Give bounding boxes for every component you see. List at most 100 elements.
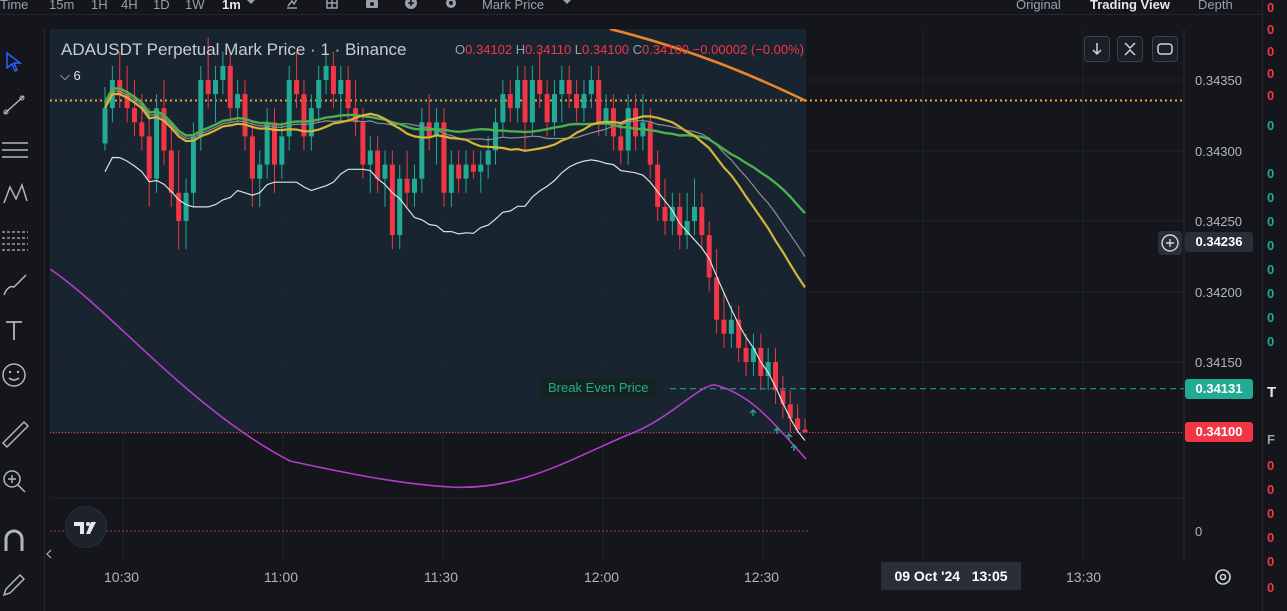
candle-body (691, 206, 697, 221)
crosshair-price-label: 0.34236 (1185, 232, 1253, 252)
top-toolbar: Time 15m 1H 4H 1D 1W 1m Mark Price Origi… (0, 0, 1287, 15)
price-tick: 0.34300 (1195, 144, 1242, 159)
candle-body (213, 80, 219, 95)
order-book-value: 0 (1267, 310, 1275, 325)
candle-body (662, 206, 668, 221)
price-type-select[interactable]: Mark Price (482, 0, 545, 12)
order-book-value: 0 (1267, 44, 1275, 59)
chart-legend-title[interactable]: ADAUSDT Perpetual Mark Price · 1 · Binan… (61, 40, 407, 59)
text-icon[interactable] (0, 315, 30, 345)
candle-body (574, 94, 580, 109)
candle-body (736, 319, 742, 348)
open-value: 0.34102 (465, 42, 513, 57)
pencil-lock-icon[interactable] (0, 569, 30, 599)
interval-active[interactable]: 1m (222, 0, 241, 12)
order-book-value: 0 (1267, 262, 1275, 277)
candle-body (633, 108, 639, 137)
collapse-icon (1124, 42, 1136, 56)
candle-body (176, 192, 182, 221)
last-price-label: 0.34100 (1185, 422, 1253, 442)
candle-body (286, 80, 292, 137)
chevron-down-icon[interactable] (560, 0, 574, 10)
time-tick: 13:30 (1066, 569, 1102, 585)
candle-body (279, 136, 285, 165)
candle-body (102, 108, 108, 144)
fullscreen-button[interactable] (1152, 36, 1178, 62)
candle-body (463, 164, 469, 179)
order-book-value: 0 (1267, 530, 1275, 545)
indicator-icon[interactable] (285, 0, 299, 10)
candle-body (235, 94, 241, 109)
candle-body (618, 136, 624, 151)
candle-body (559, 80, 565, 95)
price-tick: 0.34350 (1195, 73, 1242, 88)
order-book-value: 0 (1267, 506, 1275, 521)
time-label[interactable]: Time (0, 0, 29, 12)
collapse-chevron-icon[interactable] (34, 541, 52, 571)
candle-body (773, 362, 779, 391)
order-book-value: 0 (1267, 214, 1275, 229)
add-alert-button[interactable] (1158, 231, 1182, 255)
break-even-price-label: 0.34131 (1185, 379, 1253, 399)
fib-icon[interactable] (0, 225, 30, 255)
scroll-down-button[interactable] (1084, 36, 1110, 62)
candle-body (743, 347, 749, 362)
candle-body (470, 164, 476, 172)
zoom-icon[interactable] (0, 465, 30, 495)
cursor-icon[interactable] (0, 45, 30, 75)
interval-1h[interactable]: 1H (91, 0, 108, 12)
arrow-down-icon (1092, 43, 1102, 56)
pattern-icon[interactable] (0, 179, 30, 209)
candle-body (323, 65, 329, 80)
ruler-icon[interactable] (0, 419, 30, 449)
cursor-date: 09 Oct '24 (894, 568, 961, 584)
candle-body (669, 206, 675, 221)
time-tick: 11:30 (424, 569, 458, 585)
candle-body (625, 108, 631, 151)
magnet-icon[interactable] (0, 525, 30, 555)
break-even-annotation[interactable]: Break Even Price (540, 378, 657, 398)
buy-marker (785, 433, 793, 440)
candle-body (139, 122, 145, 137)
collapse-button[interactable] (1117, 36, 1143, 62)
add-icon[interactable] (404, 0, 418, 10)
interval-15m[interactable]: 15m (49, 0, 75, 12)
price-chart[interactable] (50, 29, 1186, 559)
order-book-value: F (1267, 432, 1275, 447)
candle-body (581, 94, 587, 109)
candle-body (529, 80, 535, 123)
tradingview-logo[interactable] (65, 506, 107, 548)
time-tick: 12:00 (584, 569, 620, 585)
candle-body (397, 178, 403, 236)
candle-body (190, 136, 196, 193)
grid-icon[interactable] (325, 0, 339, 10)
trade-markers (749, 409, 798, 451)
candle-body (183, 192, 189, 221)
candle-body (308, 108, 314, 137)
gear-icon[interactable] (444, 0, 458, 10)
open-key: O (455, 42, 466, 57)
order-book-value: 0 (1267, 580, 1275, 595)
indicator-count: 6 (73, 68, 81, 83)
emoji-icon[interactable] (0, 359, 30, 389)
horizontal-lines-icon[interactable] (0, 135, 30, 165)
indicators-toggle[interactable]: ⌵ 6 (60, 68, 81, 84)
view-depth-tab[interactable]: Depth (1198, 0, 1233, 12)
chevron-down-icon[interactable] (244, 0, 258, 10)
change-value: −0.00002 (−0.00%) (692, 42, 804, 57)
candle-body (544, 94, 550, 123)
brush-icon[interactable] (0, 269, 30, 299)
candle-body (419, 122, 425, 179)
interval-1w[interactable]: 1W (185, 0, 205, 12)
camera-icon[interactable] (365, 0, 379, 10)
interval-4h[interactable]: 4H (121, 0, 138, 12)
trend-line-icon[interactable] (0, 89, 30, 119)
view-original-tab[interactable]: Original (1016, 0, 1061, 12)
chart-settings-button[interactable] (1212, 566, 1234, 588)
interval-1d[interactable]: 1D (153, 0, 170, 12)
candle-body (522, 80, 528, 123)
candle-body (780, 390, 786, 405)
low-value: 0.34100 (582, 42, 630, 57)
view-tradingview-tab[interactable]: Trading View (1090, 0, 1170, 12)
candle-body (124, 94, 130, 109)
